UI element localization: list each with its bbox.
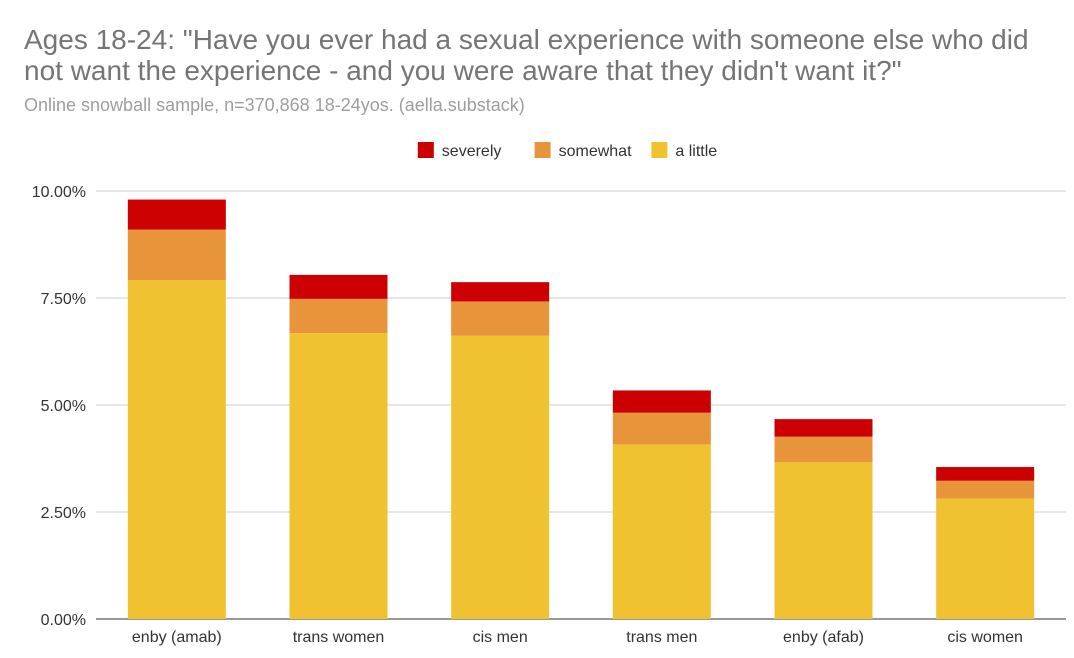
bar-segment <box>612 390 711 413</box>
bar-segment <box>936 498 1035 619</box>
bar-segment <box>936 480 1035 499</box>
legend-label: a little <box>675 143 717 160</box>
bar-segment <box>127 229 226 281</box>
legend-swatch <box>651 142 668 158</box>
legend-label: severely <box>442 143 502 160</box>
x-tick-label: enby (amab) <box>132 629 222 646</box>
x-tick-label: cis men <box>473 629 528 646</box>
bar-segment <box>289 333 388 619</box>
legend-swatch <box>534 142 551 158</box>
x-tick-label: trans men <box>626 629 697 646</box>
y-tick-label: 0.00% <box>41 612 86 629</box>
bar-segment <box>127 280 226 619</box>
bar-segment <box>451 335 550 619</box>
x-tick-label: cis women <box>947 629 1023 646</box>
bar-segment <box>774 462 873 619</box>
y-tick-label: 2.50% <box>41 505 86 522</box>
bar-segment <box>936 467 1035 481</box>
bar-segment <box>612 412 711 445</box>
bar-segment <box>612 444 711 619</box>
y-tick-label: 7.50% <box>41 291 86 308</box>
bar-segment <box>451 301 550 336</box>
chart-subtitle: Online snowball sample, n=370,868 18-24y… <box>24 95 525 115</box>
bar-segment <box>774 419 873 437</box>
bar-segment <box>289 298 388 334</box>
bar-segment <box>289 274 388 299</box>
legend-swatch <box>417 142 434 158</box>
x-tick-label: trans women <box>293 629 385 646</box>
bar-segment <box>451 282 550 302</box>
bar-segment <box>127 199 226 230</box>
x-tick-label: enby (afab) <box>783 629 864 646</box>
y-tick-label: 5.00% <box>41 398 86 415</box>
legend-label: somewhat <box>559 143 632 160</box>
bar-segment <box>774 436 873 463</box>
y-tick-label: 10.00% <box>32 184 86 201</box>
chart-title: Ages 18-24: "Have you ever had a sexual … <box>24 24 1029 86</box>
